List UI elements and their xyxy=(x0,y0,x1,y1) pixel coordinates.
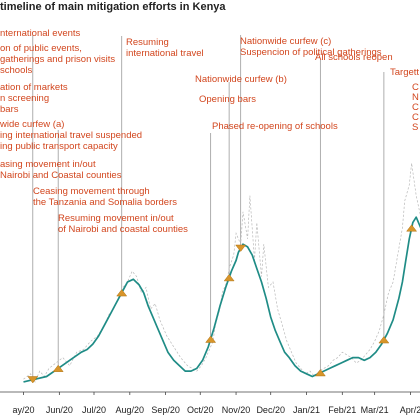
annotation-label: Phased re-opening of schools xyxy=(212,121,338,132)
x-tick-label: ay/20 xyxy=(13,405,35,415)
x-tick-label: Feb/21 xyxy=(328,405,356,415)
x-axis: ay/20 Jun/20 Jul/20 Aug/20 Sep/20 Oct/20 Nov/2… xyxy=(0,391,420,415)
seven-day-average-line xyxy=(23,216,420,383)
annotation-label: of Nairobi and coastal counties xyxy=(58,224,188,235)
annotation-label: wide curfew (a) xyxy=(0,119,64,130)
annotation-label: C xyxy=(412,82,419,93)
x-tick-label: Mar/21 xyxy=(361,405,389,415)
annotation-label: international travel xyxy=(126,48,204,59)
annotation-label: C xyxy=(412,102,419,113)
event-marker xyxy=(223,274,235,282)
event-marker xyxy=(205,335,217,343)
annotation-label: asing movement in/out xyxy=(0,159,96,170)
annotation-label: bars xyxy=(0,104,19,115)
x-tick-label: Oct/20 xyxy=(187,405,214,415)
event-markers xyxy=(27,224,418,384)
annotation-label: Nairobi and Coastal counties xyxy=(0,170,122,181)
annotation-label: Opening bars xyxy=(199,94,256,105)
annotation-label: nternational events xyxy=(0,28,81,39)
event-marker xyxy=(314,369,326,377)
x-tick-label: Jun/20 xyxy=(46,405,73,415)
event-marker xyxy=(52,364,64,372)
annotation-label: ing international travel suspended xyxy=(0,130,142,141)
annotation-label: ation of markets xyxy=(0,82,68,93)
event-marker xyxy=(378,336,390,344)
event-marker xyxy=(27,376,39,384)
annotation-labels: nternational events on of public events,g… xyxy=(0,28,419,235)
annotation-leaders xyxy=(32,35,385,380)
annotation-label: Resuming xyxy=(126,37,169,48)
x-tick-label: Jan/21 xyxy=(293,405,320,415)
x-tick-label: Aug/20 xyxy=(116,405,145,415)
annotation-label: Targett xyxy=(390,67,419,78)
event-marker xyxy=(235,244,247,252)
annotation-label: the Tanzania and Somalia borders xyxy=(33,197,177,208)
annotation-label: Ceasing movement through xyxy=(33,186,150,197)
annotation-label: Resuming movement in/out xyxy=(58,213,174,224)
average-series-group xyxy=(23,216,420,383)
event-marker xyxy=(116,289,128,297)
annotation-label: All schools reopen xyxy=(315,52,393,63)
annotation-label: on of public events, xyxy=(0,43,82,54)
annotation-label: Suspencion of political gatherings xyxy=(240,47,382,58)
x-tick-label: Sep/20 xyxy=(151,405,180,415)
x-tick-label: Jul/20 xyxy=(82,405,106,415)
x-tick-label: Nov/20 xyxy=(222,405,251,415)
event-marker xyxy=(406,224,418,232)
annotation-label: schools xyxy=(0,65,32,76)
annotation-label: C xyxy=(412,112,419,123)
annotation-label: N xyxy=(412,92,419,103)
annotation-label: S xyxy=(412,122,418,133)
x-tick-label: Apr/2 xyxy=(400,405,420,415)
annotation-label: Nationwide curfew (b) xyxy=(195,74,287,85)
chart-title: timeline of main mitigation efforts in K… xyxy=(0,1,226,13)
x-tick-label: Dec/20 xyxy=(256,405,285,415)
annotation-label: n screening xyxy=(0,93,49,104)
annotation-label: gatherings and prison visits xyxy=(0,54,115,65)
annotation-label: Nationwide curfew (c) xyxy=(240,36,331,47)
annotation-label: ing public transport capacity xyxy=(0,141,118,152)
